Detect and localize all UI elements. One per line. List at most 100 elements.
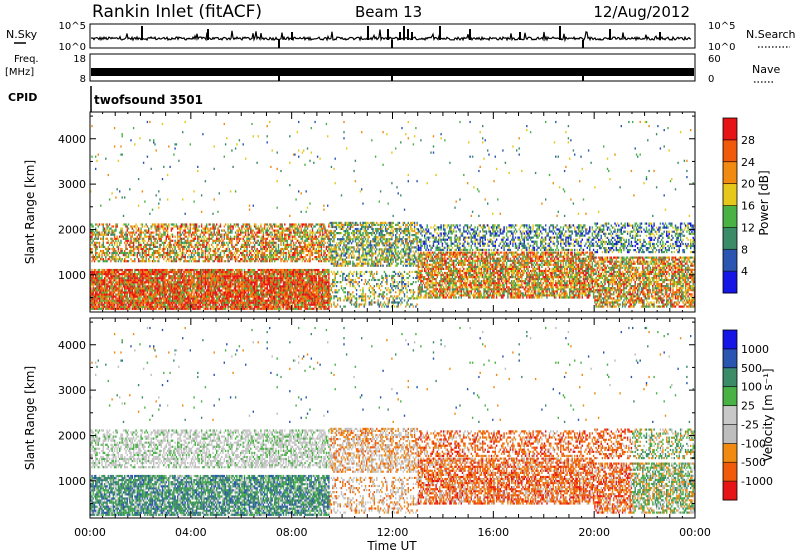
power-cell xyxy=(151,208,154,211)
power-cell xyxy=(127,268,130,272)
power-cell xyxy=(266,243,268,246)
power-cell xyxy=(216,283,218,286)
power-cell xyxy=(272,256,275,259)
power-cell xyxy=(111,225,113,228)
power-cell xyxy=(149,279,151,282)
power-cell xyxy=(286,239,288,242)
power-cell xyxy=(93,277,96,280)
power-cell xyxy=(127,256,130,259)
power-cell xyxy=(284,223,286,226)
power-cell xyxy=(217,271,219,274)
power-cell xyxy=(163,297,165,300)
power-cell xyxy=(131,231,133,234)
power-cell xyxy=(287,254,290,257)
power-cell xyxy=(276,307,278,310)
power-cell xyxy=(227,268,229,272)
power-cell xyxy=(121,295,123,298)
power-cell xyxy=(126,283,128,286)
power-cell xyxy=(246,303,248,306)
power-cell xyxy=(245,305,247,308)
power-cell xyxy=(185,235,188,238)
power-cell xyxy=(111,229,113,232)
power-cell xyxy=(287,295,290,298)
power-cell xyxy=(189,249,191,253)
power-cell xyxy=(185,277,188,280)
power-cell xyxy=(130,271,132,274)
power-cell xyxy=(159,256,161,259)
power-cell xyxy=(253,273,256,276)
power-cell xyxy=(119,297,121,300)
power-cell xyxy=(156,287,159,290)
power-cell xyxy=(282,227,285,230)
power-cell xyxy=(197,229,199,232)
power-cell xyxy=(221,303,223,306)
power-cell xyxy=(193,287,195,290)
power-cell xyxy=(158,258,160,261)
power-cell xyxy=(154,303,156,306)
power-cell xyxy=(117,277,120,280)
power-cell xyxy=(218,275,220,278)
power-cell xyxy=(146,299,149,302)
power-cell xyxy=(113,247,116,251)
power-cell xyxy=(136,307,138,310)
power-cell xyxy=(272,303,275,306)
power-cell xyxy=(193,293,195,296)
power-cell xyxy=(282,301,285,304)
power-cell xyxy=(125,305,127,308)
power-cell xyxy=(206,295,208,298)
power-cell xyxy=(229,307,232,310)
power-cell xyxy=(129,249,131,253)
power-cell xyxy=(155,285,157,288)
power-cell xyxy=(216,299,218,302)
power-cell xyxy=(263,285,266,288)
power-cell xyxy=(261,305,263,308)
power-cell xyxy=(185,271,188,274)
power-cell xyxy=(155,299,157,302)
power-cell xyxy=(260,303,262,306)
power-cell xyxy=(117,245,120,248)
power-cell xyxy=(243,297,246,300)
power-cell xyxy=(197,268,199,272)
power-cell xyxy=(112,299,115,302)
power-cell xyxy=(120,279,122,282)
power-cell xyxy=(125,297,127,300)
power-cell xyxy=(202,285,204,288)
power-cell xyxy=(156,273,159,276)
power-cell xyxy=(295,198,297,201)
power-cell xyxy=(229,275,232,278)
power-cell xyxy=(262,235,265,238)
power-cell xyxy=(203,301,205,304)
power-cell xyxy=(238,260,241,263)
power-cell xyxy=(175,258,178,261)
power-cell xyxy=(250,303,252,306)
power-cell xyxy=(103,277,106,280)
power-cell xyxy=(287,229,290,232)
power-cell xyxy=(286,245,288,248)
power-cell xyxy=(131,233,133,236)
power-cell xyxy=(183,277,185,280)
power-cell xyxy=(192,237,194,240)
power-cell xyxy=(233,283,236,286)
power-cell xyxy=(97,293,99,296)
power-cell xyxy=(284,275,286,278)
power-cell xyxy=(95,258,97,261)
power-cell xyxy=(223,293,225,296)
power-cell xyxy=(276,279,278,282)
power-cell xyxy=(238,283,241,286)
power-cell xyxy=(189,223,191,226)
power-cell xyxy=(255,233,257,236)
power-cell xyxy=(182,254,184,257)
power-cell xyxy=(108,289,111,292)
power-cell xyxy=(200,287,203,290)
power-cell xyxy=(276,277,278,280)
power-cell xyxy=(282,291,285,294)
power-cell xyxy=(243,283,246,286)
power-cell xyxy=(211,297,213,300)
power-cell xyxy=(154,268,156,272)
power-cell xyxy=(142,285,145,288)
power-cell xyxy=(208,275,210,278)
power-cell xyxy=(275,241,277,244)
power-cell xyxy=(257,229,259,232)
power-cell xyxy=(100,245,102,248)
power-cell xyxy=(177,287,179,290)
